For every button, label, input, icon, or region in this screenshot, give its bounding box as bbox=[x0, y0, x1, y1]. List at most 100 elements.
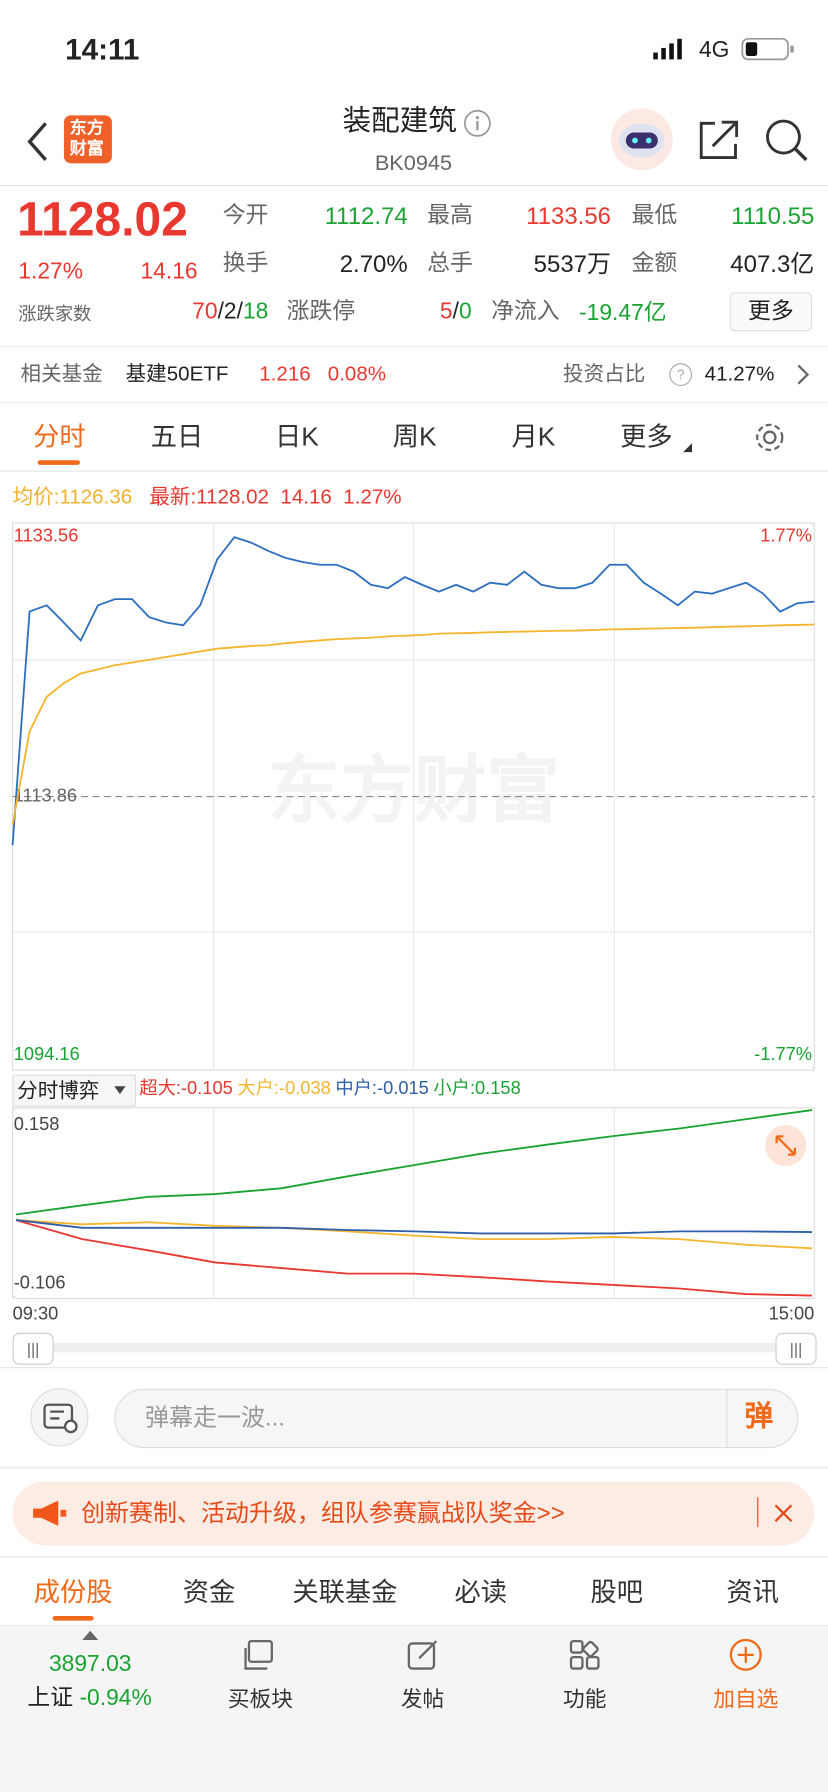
nav-label[interactable]: 发帖 bbox=[400, 1687, 445, 1712]
settings-icon[interactable] bbox=[753, 420, 787, 454]
scroll-handle-left[interactable]: ||| bbox=[12, 1332, 54, 1365]
chart-tab[interactable]: 五日 bbox=[150, 421, 204, 452]
bottom-tab[interactable]: 资讯 bbox=[726, 1577, 779, 1607]
bottom-tab[interactable]: 必读 bbox=[454, 1577, 508, 1607]
chart-tab[interactable]: 月K bbox=[511, 421, 556, 452]
last-value: 1128.02 bbox=[196, 485, 269, 509]
promo-banner[interactable]: 创新赛制、活动升级，组队参赛赢战队奖金>> bbox=[12, 1481, 815, 1546]
field-value: 1110.55 bbox=[731, 203, 815, 230]
y2-tick-label: -1.77% bbox=[754, 1043, 812, 1064]
back-button[interactable] bbox=[23, 119, 57, 165]
avg-value: 1126.36 bbox=[59, 485, 133, 509]
series-line bbox=[15, 1109, 813, 1216]
stock-code: BK0945 bbox=[374, 151, 453, 176]
last-pct: 1.27% bbox=[343, 485, 402, 509]
legend-entry: 小户:0.158 bbox=[433, 1079, 521, 1099]
field-label: 最高 bbox=[427, 203, 473, 229]
bottom-tab[interactable]: 资金 bbox=[182, 1577, 236, 1607]
x-tick-label: 15:00 bbox=[769, 1302, 815, 1323]
more-button[interactable]: 更多 bbox=[729, 292, 813, 332]
breadth-label: 涨跌家数 bbox=[18, 304, 92, 325]
tab-underline bbox=[52, 1616, 94, 1621]
legend-entry: 中户:-0.015 bbox=[335, 1079, 429, 1099]
search-icon[interactable] bbox=[763, 116, 811, 164]
chart-tab[interactable]: 更多 bbox=[620, 421, 673, 452]
help-icon[interactable]: ? bbox=[669, 363, 693, 387]
field-value: 407.3亿 bbox=[730, 251, 815, 278]
bottom-bar bbox=[0, 1626, 828, 1792]
field-label: 今开 bbox=[222, 203, 269, 229]
y-tick-label: 0.158 bbox=[14, 1113, 60, 1134]
fund-name[interactable]: 基建50ETF bbox=[125, 362, 229, 385]
separator: / bbox=[236, 299, 243, 325]
series-line bbox=[15, 1219, 813, 1250]
y2-tick-label: 1.77% bbox=[760, 525, 812, 546]
nav-icon[interactable] bbox=[727, 1637, 764, 1674]
nav-icon[interactable] bbox=[566, 1637, 603, 1674]
field-label: 最低 bbox=[631, 203, 678, 229]
field-label: 换手 bbox=[222, 251, 269, 277]
y-tick-label: 1094.16 bbox=[14, 1043, 80, 1064]
change-pct: 1.27% bbox=[18, 259, 84, 285]
limit-value: 5/0 bbox=[440, 300, 472, 323]
index-row[interactable]: 上证 -0.94% bbox=[27, 1687, 151, 1710]
field-value: 5537万 bbox=[533, 251, 612, 278]
index-value[interactable]: 3897.03 bbox=[48, 1651, 132, 1677]
breadth-value: 70/2/18 bbox=[192, 300, 268, 323]
chart-tab[interactable]: 日K bbox=[275, 421, 319, 452]
scroll-handle-right[interactable]: ||| bbox=[775, 1332, 817, 1365]
dropdown-arrow bbox=[114, 1086, 126, 1095]
last-price: 1128.02 bbox=[17, 191, 188, 246]
avg-label: 均价: bbox=[12, 485, 60, 509]
logo-text: 财富 bbox=[69, 139, 104, 159]
field-value: 1133.56 bbox=[526, 203, 612, 230]
series-line bbox=[15, 1219, 813, 1297]
down-count: 18 bbox=[242, 299, 269, 325]
divider bbox=[726, 1389, 728, 1448]
separator: / bbox=[217, 299, 224, 325]
nav-label[interactable]: 加自选 bbox=[713, 1687, 779, 1712]
chart-legend: 均价:1126.36 最新:1128.02 14.16 1.27% bbox=[13, 487, 402, 508]
bottom-tab[interactable]: 股吧 bbox=[590, 1577, 643, 1607]
series-line bbox=[11, 536, 815, 846]
chevron[interactable] bbox=[795, 363, 811, 386]
bottom-tab[interactable]: 成份股 bbox=[33, 1577, 113, 1607]
limit-up: 5 bbox=[439, 299, 453, 325]
nav-icon[interactable] bbox=[242, 1637, 279, 1674]
nav-icon[interactable] bbox=[404, 1637, 441, 1674]
x-tick-label: 09:30 bbox=[13, 1302, 59, 1323]
share-icon[interactable] bbox=[697, 116, 743, 162]
page-title: 装配建筑 bbox=[342, 105, 457, 138]
up-count: 70 bbox=[192, 299, 218, 325]
expand-button[interactable] bbox=[764, 1124, 807, 1167]
fund-label: 相关基金 bbox=[20, 362, 103, 385]
flow-legend: 超大:-0.105 大户:-0.038 中户:-0.015 小户:0.158 bbox=[139, 1080, 520, 1098]
last-change: 14.16 bbox=[280, 485, 332, 509]
info-icon[interactable] bbox=[463, 108, 493, 138]
banner-text: 创新赛制、活动升级，组队参赛赢战队奖金>> bbox=[81, 1500, 565, 1527]
y-tick-label: 1133.56 bbox=[14, 525, 79, 546]
nav-label[interactable]: 功能 bbox=[563, 1687, 607, 1712]
close-icon[interactable] bbox=[773, 1503, 794, 1524]
chart-tab[interactable]: 分时 bbox=[33, 421, 86, 452]
y-tick-label: 1113.86 bbox=[14, 784, 77, 805]
index-name: 上证 bbox=[27, 1685, 74, 1711]
netflow-label: 净流入 bbox=[491, 299, 560, 325]
robot-avatar[interactable] bbox=[610, 107, 674, 171]
series-line bbox=[11, 623, 815, 826]
danmu-input[interactable]: 弹幕走一波... 弹 bbox=[114, 1388, 799, 1449]
nav-label[interactable]: 买板块 bbox=[227, 1687, 293, 1712]
danmu-toggle[interactable] bbox=[30, 1388, 89, 1447]
app-logo: 东方 财富 bbox=[63, 115, 112, 164]
change: 14.16 bbox=[140, 259, 198, 285]
field-label: 总手 bbox=[427, 251, 473, 277]
flow-selector[interactable]: 分时博弈 bbox=[12, 1074, 136, 1107]
index-pct: -0.94% bbox=[79, 1685, 152, 1711]
danmu-send[interactable]: 弹 bbox=[744, 1400, 774, 1433]
chart-tab[interactable]: 周K bbox=[392, 421, 437, 452]
fund-price: 1.216 bbox=[259, 362, 311, 385]
flow-title: 分时博弈 bbox=[17, 1079, 100, 1103]
megaphone-icon bbox=[33, 1500, 67, 1526]
bottom-tab[interactable]: 关联基金 bbox=[292, 1577, 398, 1607]
